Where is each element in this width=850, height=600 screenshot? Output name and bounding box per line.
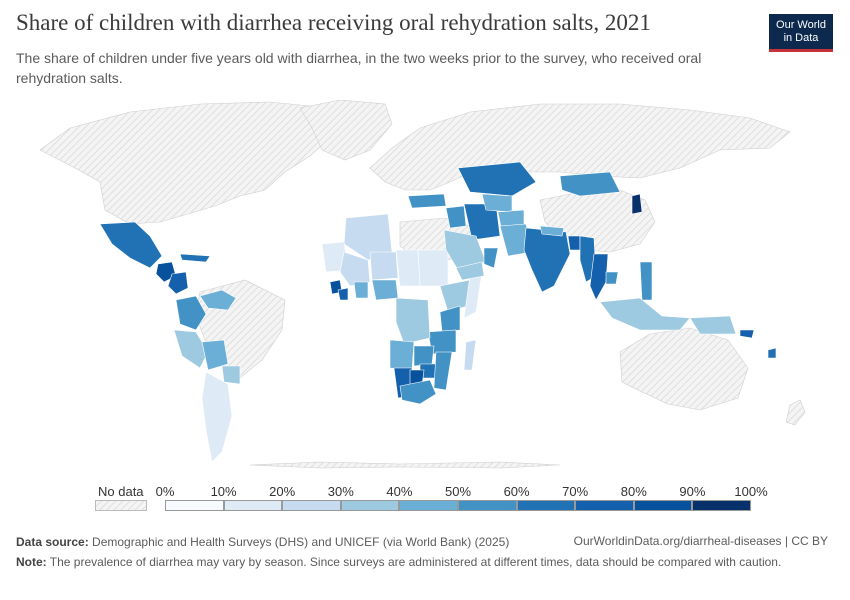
region-turkey[interactable] (407, 193, 447, 209)
footer-url[interactable]: OurWorldinData.org/diarrheal-diseases | … (573, 534, 828, 548)
region-mexico[interactable] (99, 221, 163, 269)
footer-note: Note: The prevalence of diarrhea may var… (16, 554, 816, 570)
chart-subtitle: The share of children under five years o… (16, 50, 702, 86)
region-peru[interactable] (173, 329, 209, 369)
region-sudan[interactable] (417, 249, 449, 287)
source-label: Data source: (16, 535, 89, 549)
region-india[interactable] (523, 227, 571, 293)
legend-tick-label: 30% (327, 484, 354, 499)
logo-line-1: Our World (776, 18, 826, 31)
region-uzbekistan[interactable] (481, 193, 513, 213)
owid-logo[interactable]: Our World in Data (769, 14, 833, 52)
region-honduras[interactable] (167, 271, 189, 295)
legend-no-data-label: No data (98, 484, 144, 499)
region-new-zealand[interactable] (785, 399, 806, 426)
region-liberia[interactable] (337, 287, 349, 301)
region-australia[interactable] (619, 327, 749, 411)
footer-source: Data source: Demographic and Health Surv… (16, 534, 509, 550)
region-cuba[interactable] (179, 253, 211, 263)
source-text[interactable]: Demographic and Health Surveys (DHS) and… (92, 535, 510, 549)
region-bolivia[interactable] (201, 339, 229, 371)
legend-tick-label: 90% (679, 484, 706, 499)
region-nigeria[interactable] (371, 279, 399, 301)
logo-line-2: in Data (783, 31, 819, 44)
legend-bin[interactable] (340, 500, 400, 511)
region-dr-congo[interactable] (395, 297, 431, 345)
legend-bin[interactable] (633, 500, 693, 511)
region-madagascar[interactable] (463, 339, 477, 371)
region-antarctica-hint[interactable] (249, 461, 561, 469)
legend-bin[interactable] (575, 500, 634, 511)
note-label: Note: (16, 555, 47, 569)
region-ghana[interactable] (353, 281, 369, 299)
legend-bin[interactable] (223, 500, 283, 511)
region-venezuela[interactable] (199, 289, 237, 311)
legend-tick-label: 70% (562, 484, 589, 499)
region-papua-new-guinea[interactable] (689, 315, 737, 335)
legend-tick-label: 50% (444, 484, 472, 499)
legend-bin[interactable] (516, 500, 576, 511)
region-north-america[interactable] (39, 101, 351, 225)
region-philippines[interactable] (639, 261, 653, 301)
legend-tick-label: 100% (734, 484, 768, 499)
legend-bin[interactable] (692, 500, 751, 511)
region-paraguay[interactable] (221, 365, 241, 385)
legend-tick-label: 10% (210, 484, 237, 499)
legend-tick-label: 80% (620, 484, 647, 499)
region-kenya[interactable] (439, 305, 461, 333)
note-text: The prevalence of diarrhea may vary by s… (49, 555, 782, 569)
region-colombia[interactable] (175, 295, 207, 331)
region-kazakhstan[interactable] (457, 161, 537, 197)
legend-bin[interactable] (399, 500, 458, 511)
world-map[interactable] (0, 100, 850, 480)
legend-tick-label: 0% (155, 484, 175, 499)
legend-bin[interactable] (458, 500, 517, 511)
region-vanuatu[interactable] (767, 347, 777, 359)
region-chad[interactable] (395, 249, 421, 287)
region-yemen[interactable] (455, 261, 485, 281)
region-thailand[interactable] (589, 253, 609, 301)
region-oman[interactable] (483, 247, 499, 269)
region-cambodia[interactable] (605, 271, 619, 285)
region-mozambique[interactable] (433, 351, 453, 391)
region-north-korea[interactable] (631, 193, 643, 215)
region-bangladesh[interactable] (567, 235, 581, 251)
region-solomon-islands[interactable] (739, 329, 755, 339)
chart-title: Share of children with diarrhea receivin… (16, 10, 651, 35)
legend-bin[interactable] (282, 500, 341, 511)
region-greenland[interactable] (299, 100, 393, 161)
legend-tick-label: 20% (269, 484, 296, 499)
region-south-africa[interactable] (399, 379, 437, 405)
region-iraq[interactable] (445, 205, 467, 229)
region-indonesia[interactable] (599, 297, 691, 331)
region-argentina[interactable] (201, 371, 233, 463)
legend-tick-label: 40% (386, 484, 413, 499)
region-angola[interactable] (389, 339, 415, 371)
region-mongolia[interactable] (559, 171, 621, 197)
legend-bin[interactable] (165, 500, 224, 511)
region-nepal[interactable] (539, 225, 565, 237)
legend-no-data-swatch (95, 500, 147, 511)
legend-tick-label: 60% (503, 484, 530, 499)
region-niger[interactable] (369, 251, 399, 281)
region-zambia[interactable] (413, 345, 435, 367)
